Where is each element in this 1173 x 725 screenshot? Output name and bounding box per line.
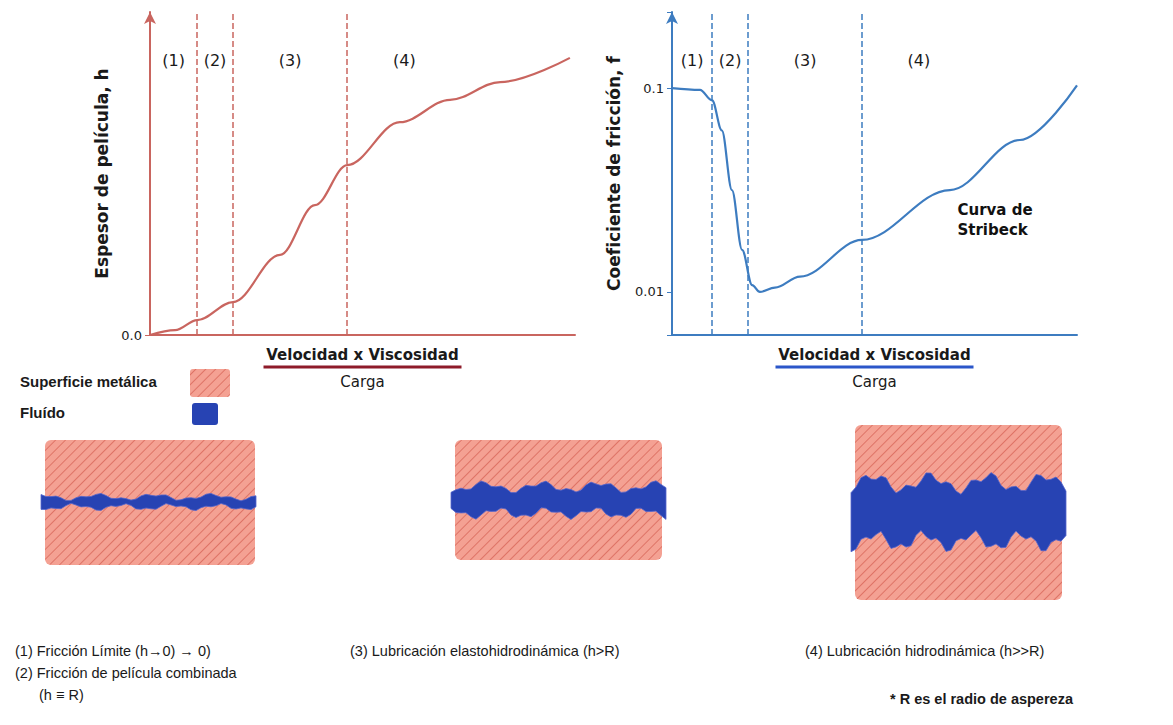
svg-text:(2): (2) xyxy=(204,51,227,70)
svg-text:Velocidad x Viscosidad: Velocidad x Viscosidad xyxy=(266,346,458,364)
svg-text:(4): (4) xyxy=(393,51,416,70)
svg-text:Fluído: Fluído xyxy=(20,404,65,421)
svg-text:(3): (3) xyxy=(279,51,302,70)
svg-text:Velocidad x Viscosidad: Velocidad x Viscosidad xyxy=(778,346,970,364)
svg-text:(4): (4) xyxy=(908,51,931,70)
svg-text:0.0: 0.0 xyxy=(121,328,142,343)
svg-text:Espesor de película, h: Espesor de película, h xyxy=(92,68,112,278)
svg-text:(2): (2) xyxy=(719,51,742,70)
svg-text:* R es el radio de aspereza: * R es el radio de aspereza xyxy=(890,691,1074,707)
svg-text:Superficie metálica: Superficie metálica xyxy=(20,373,157,390)
svg-text:Coeficiente de fricción, f: Coeficiente de fricción, f xyxy=(604,56,624,291)
svg-text:Stribeck: Stribeck xyxy=(958,221,1029,239)
svg-text:(h ≡ R): (h ≡ R) xyxy=(39,687,84,703)
svg-text:0.01: 0.01 xyxy=(635,284,664,299)
svg-text:Curva de: Curva de xyxy=(958,201,1038,219)
svg-text:(1) Fricción Límite (h→0) → 0): (1) Fricción Límite (h→0) → 0) xyxy=(15,643,211,659)
svg-text:(4) Lubricación hidrodinámica: (4) Lubricación hidrodinámica (h>>R) xyxy=(805,643,1044,659)
svg-text:(3): (3) xyxy=(794,51,817,70)
svg-text:Carga: Carga xyxy=(852,373,896,391)
svg-text:(1): (1) xyxy=(162,51,185,70)
svg-text:Carga: Carga xyxy=(340,373,384,391)
svg-text:(2) Fricción de película combi: (2) Fricción de película combinada xyxy=(15,665,238,681)
svg-text:(3) Lubricación elastohidrodin: (3) Lubricación elastohidrodinámica (h>R… xyxy=(350,643,620,659)
svg-text:(1): (1) xyxy=(681,51,704,70)
svg-text:0.1: 0.1 xyxy=(643,81,664,96)
